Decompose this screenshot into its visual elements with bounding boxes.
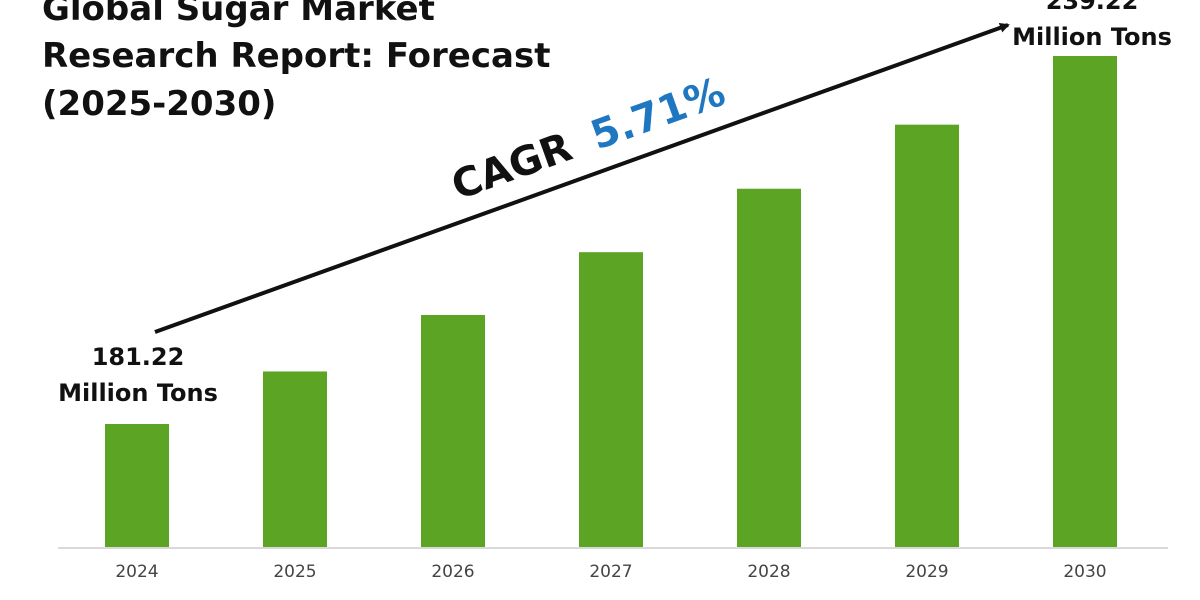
end-unit: Million Tons: [1012, 23, 1172, 51]
trend-arrow: [154, 23, 1010, 334]
x-tick-label: 2029: [905, 562, 948, 582]
bar-2027: [579, 252, 643, 548]
bar-2025: [263, 371, 327, 548]
end-value: 239.22: [1046, 0, 1139, 15]
x-tick-label: 2025: [273, 562, 316, 582]
title-line-3: (2025-2030): [42, 84, 276, 124]
start-value: 181.22: [92, 343, 185, 371]
bars-group: [105, 56, 1117, 548]
title-line-1: Global Sugar Market: [42, 0, 435, 29]
start-value-annotation: 181.22 Million Tons: [58, 343, 218, 407]
x-axis-tick-labels: 2024 2025 2026 2027 2028 2029 2030: [115, 562, 1106, 582]
x-tick-label: 2030: [1063, 562, 1106, 582]
bar-2028: [737, 188, 801, 548]
x-tick-label: 2026: [431, 562, 474, 582]
x-tick-label: 2028: [747, 562, 790, 582]
bar-2024: [105, 424, 169, 548]
x-tick-label: 2024: [115, 562, 158, 582]
cagr-value: 5.71%: [585, 69, 731, 159]
x-tick-label: 2027: [589, 562, 632, 582]
title-line-2: Research Report: Forecast: [42, 36, 550, 76]
cagr-label: CAGR: [446, 124, 578, 209]
start-unit: Million Tons: [58, 379, 218, 407]
bar-2026: [421, 314, 485, 548]
bar-2029: [895, 124, 959, 548]
end-value-annotation: 239.22 Million Tons: [1012, 0, 1172, 51]
chart-title: Global Sugar Market Research Report: For…: [42, 0, 550, 124]
bar-2030: [1053, 56, 1117, 548]
